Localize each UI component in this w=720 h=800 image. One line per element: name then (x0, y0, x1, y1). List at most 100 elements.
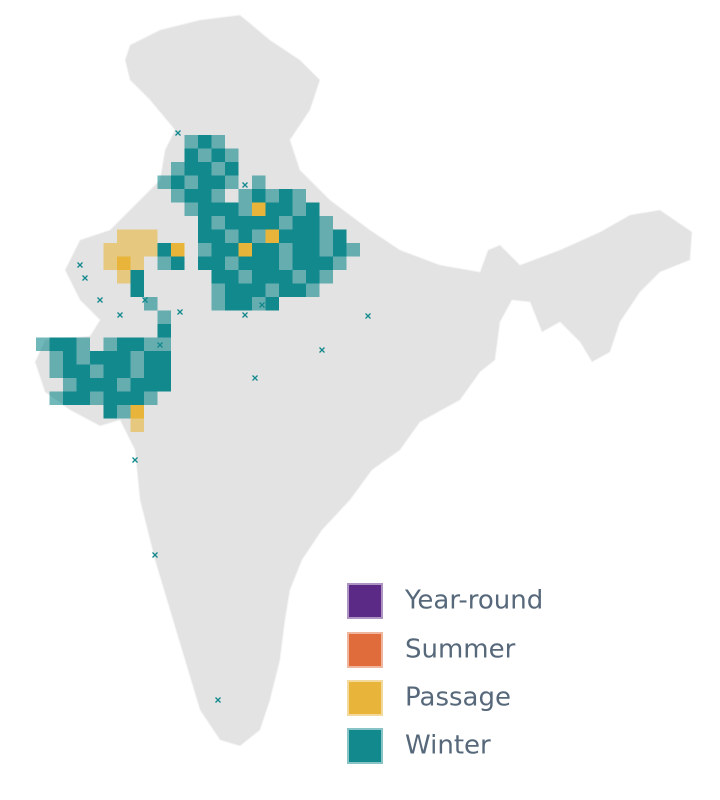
cell (292, 243, 306, 257)
cell (252, 270, 266, 284)
cell (117, 229, 131, 243)
cell (130, 351, 144, 365)
cell (198, 243, 212, 257)
cell (279, 229, 293, 243)
cell (252, 189, 266, 203)
cell (238, 202, 252, 216)
cell (157, 337, 171, 351)
cell (225, 283, 239, 297)
cell (130, 391, 144, 405)
record-mark (242, 182, 248, 188)
cell (225, 270, 239, 284)
cell (319, 243, 333, 257)
record-mark (319, 347, 325, 353)
cell (117, 378, 131, 392)
cell (171, 162, 185, 176)
cell (103, 364, 117, 378)
cell (265, 270, 279, 284)
cell (238, 243, 252, 257)
cell (306, 283, 320, 297)
cell (198, 148, 212, 162)
cell (130, 270, 144, 284)
legend-label: Year-round (404, 586, 543, 616)
cell (279, 189, 293, 203)
cell (157, 364, 171, 378)
cell (211, 216, 225, 230)
cell (238, 256, 252, 270)
cell (144, 378, 158, 392)
record-mark (252, 375, 258, 381)
cell (238, 283, 252, 297)
cell (157, 175, 171, 189)
cell (103, 391, 117, 405)
cell (306, 270, 320, 284)
cell (130, 283, 144, 297)
record-marks (77, 130, 371, 703)
cell (184, 189, 198, 203)
cell (211, 202, 225, 216)
cell (90, 351, 104, 365)
cell (36, 337, 50, 351)
cell (211, 283, 225, 297)
cell (49, 337, 63, 351)
cell (49, 364, 63, 378)
cell (238, 189, 252, 203)
cell (225, 229, 239, 243)
cell (252, 216, 266, 230)
cell (63, 378, 77, 392)
cell (292, 229, 306, 243)
cell (144, 297, 158, 311)
cell (130, 243, 144, 257)
cell (144, 364, 158, 378)
cell (198, 256, 212, 270)
record-mark (117, 312, 123, 318)
cell (157, 378, 171, 392)
cell (265, 189, 279, 203)
cell (211, 175, 225, 189)
legend-swatch (347, 632, 383, 668)
cell (238, 270, 252, 284)
cell (211, 189, 225, 203)
cell (157, 243, 171, 257)
cell (144, 243, 158, 257)
cell (225, 202, 239, 216)
cell (184, 135, 198, 149)
cell (292, 283, 306, 297)
cell (130, 337, 144, 351)
cell (117, 391, 131, 405)
cell (144, 391, 158, 405)
cell (279, 202, 293, 216)
record-mark (175, 130, 181, 136)
cell (333, 229, 347, 243)
cell (130, 418, 144, 432)
cell (117, 364, 131, 378)
cell (265, 256, 279, 270)
cell (198, 135, 212, 149)
cell (211, 148, 225, 162)
cell (76, 378, 90, 392)
cell (211, 135, 225, 149)
cell (130, 364, 144, 378)
cell (252, 243, 266, 257)
record-mark (142, 297, 148, 303)
legend-label: Winter (405, 731, 491, 761)
cell (211, 256, 225, 270)
cell (117, 351, 131, 365)
cell (184, 162, 198, 176)
cell (265, 229, 279, 243)
cell (76, 351, 90, 365)
cell (265, 243, 279, 257)
legend: Year-round Summer Passage Winter (347, 583, 543, 764)
cell (130, 405, 144, 419)
cell (117, 270, 131, 284)
record-mark (152, 552, 158, 558)
cell (225, 216, 239, 230)
cell (238, 297, 252, 311)
cell (252, 175, 266, 189)
cell (211, 162, 225, 176)
legend-swatch (347, 583, 383, 619)
cell (292, 216, 306, 230)
cell (130, 256, 144, 270)
record-mark (157, 342, 163, 348)
